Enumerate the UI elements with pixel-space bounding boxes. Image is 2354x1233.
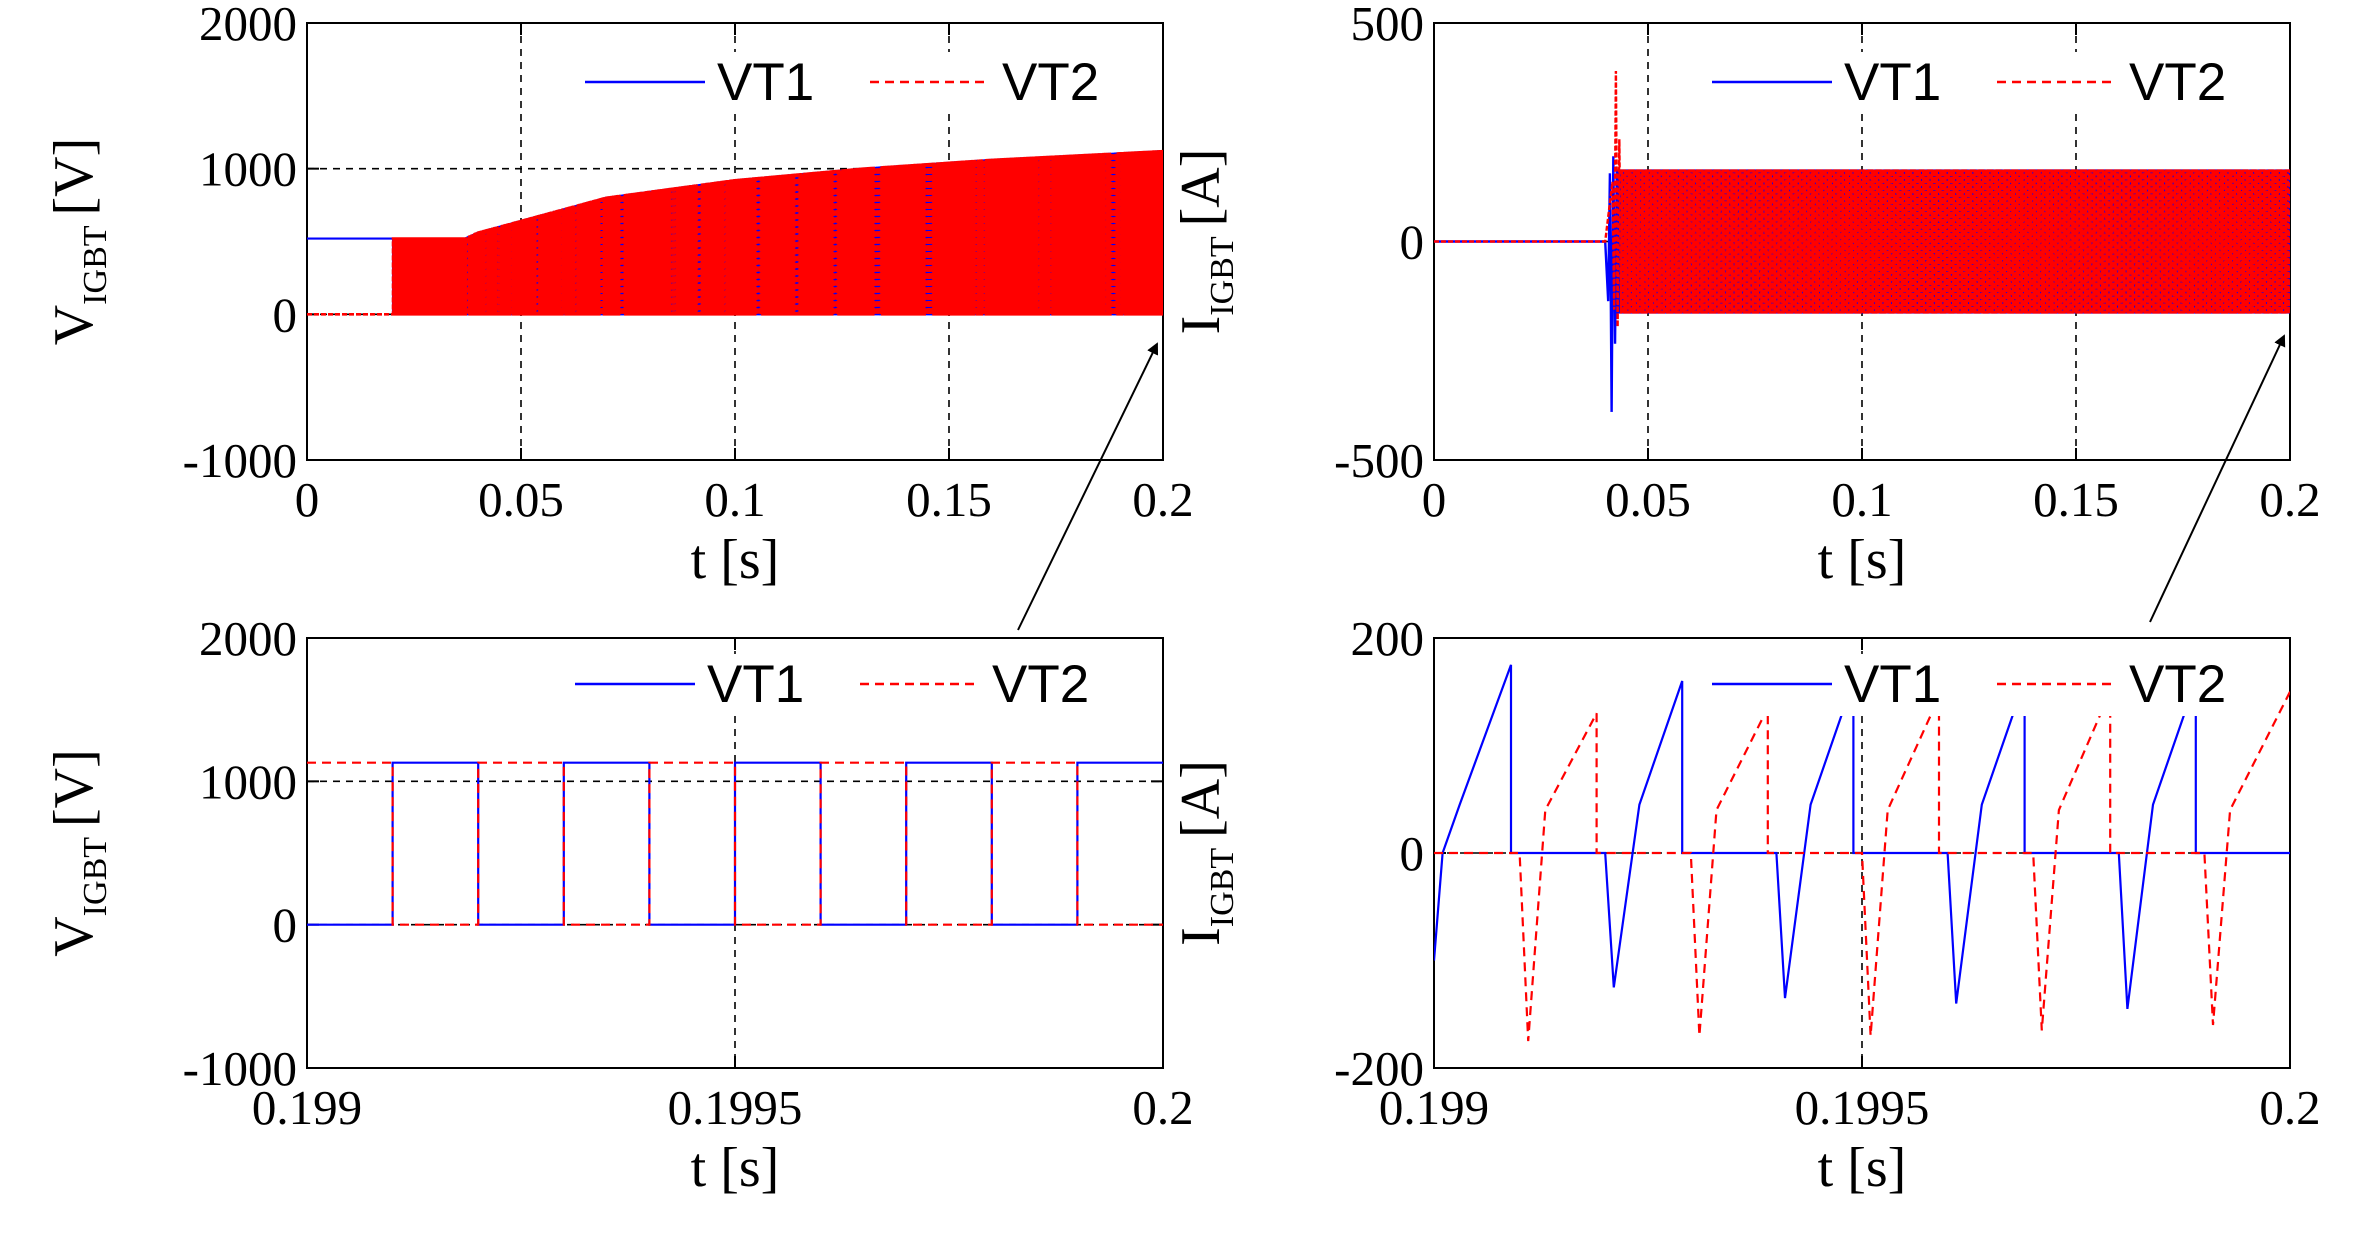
legend: VT1 VT2 <box>577 52 1137 114</box>
y-axis-label-subscript: IGBT <box>1204 236 1241 316</box>
legend-label-vt1: VT1 <box>707 655 804 714</box>
y-tick-label: 2000 <box>199 611 297 666</box>
y-tick-label: -200 <box>1334 1041 1424 1096</box>
y-axis-label-symbol: V <box>43 916 105 956</box>
y-tick-label: -500 <box>1334 433 1424 488</box>
series-group <box>307 149 1163 316</box>
y-axis-label: VIGBT [V] <box>43 749 114 957</box>
series-group <box>1434 664 2290 1042</box>
y-axis-label: VIGBT [V] <box>43 138 114 346</box>
legend-label-vt2: VT2 <box>1002 53 1099 112</box>
series-line-vt2 <box>1434 71 2290 327</box>
legend: VT1 VT2 <box>567 654 1127 716</box>
y-tick-label: 2000 <box>199 0 297 51</box>
y-axis-label: IIGBT [A] <box>1170 149 1241 335</box>
x-axis-label: t [s] <box>1818 1137 1907 1199</box>
x-tick-label: 0 <box>1422 472 1447 527</box>
y-tick-label: 200 <box>1351 611 1425 666</box>
y-axis-label-symbol: V <box>43 305 105 345</box>
zoom-arrow-current <box>2149 334 2286 623</box>
x-axis-label: t [s] <box>691 1137 780 1199</box>
zoom-arrow-voltage <box>1017 342 1159 631</box>
y-axis-label-unit: [A] <box>1170 760 1232 838</box>
y-tick-label: -1000 <box>183 1041 297 1096</box>
legend: VT1 VT2 <box>1704 52 2264 114</box>
y-axis-label-unit: [A] <box>1170 149 1232 227</box>
legend-label-vt2: VT2 <box>2129 655 2226 714</box>
x-axis-label: t [s] <box>1818 529 1907 591</box>
legend-label-vt1: VT1 <box>1844 53 1941 112</box>
zoom-annotations <box>1017 334 2286 631</box>
y-axis-label: IIGBT [A] <box>1170 760 1241 946</box>
y-tick-label: 0 <box>273 287 298 342</box>
x-tick-label: 0.15 <box>2033 472 2119 527</box>
panel-v-zoom: 0.199 0.1995 0.2 -1000 0 1000 2000 t [s] VIGBT [V… <box>43 611 1194 1199</box>
y-tick-label: 0 <box>273 898 298 953</box>
y-tick-label: 0 <box>1400 826 1425 881</box>
y-tick-label: 1000 <box>199 754 297 809</box>
legend: VT1 VT2 <box>1704 654 2264 716</box>
legend-label-vt1: VT1 <box>1844 655 1941 714</box>
legend-label-vt2: VT2 <box>2129 53 2226 112</box>
x-tick-label: 0.1 <box>704 472 765 527</box>
x-tick-label: 0 <box>295 472 320 527</box>
x-tick-label: 0.2 <box>1132 1080 1193 1135</box>
x-tick-label: 0.199 <box>252 1080 362 1135</box>
series-line-vt1 <box>1434 664 2290 1010</box>
y-tick-label: 1000 <box>199 142 297 197</box>
x-tick-label: 0.2 <box>1132 472 1193 527</box>
series-group <box>307 761 1163 926</box>
y-axis-label-unit: [V] <box>43 749 105 827</box>
x-axis-label: t [s] <box>691 529 780 591</box>
y-axis-label-subscript: IGBT <box>77 837 114 917</box>
y-axis-label-subscript: IGBT <box>1204 848 1241 928</box>
x-tick-label: 0.2 <box>2259 472 2320 527</box>
x-tick-label: 0.1995 <box>668 1080 803 1135</box>
y-tick-label: 0 <box>1400 215 1425 270</box>
y-tick-label: 500 <box>1351 0 1425 51</box>
series-line-vt2 <box>307 761 1163 926</box>
series-line-vt2 <box>307 149 1163 316</box>
legend-label-vt1: VT1 <box>717 53 814 112</box>
y-tick-label: -1000 <box>183 433 297 488</box>
y-axis-label-symbol: I <box>1170 927 1232 946</box>
x-tick-label: 0.15 <box>906 472 992 527</box>
x-tick-label: 0.199 <box>1379 1080 1489 1135</box>
x-tick-label: 0.05 <box>1605 472 1691 527</box>
y-axis-label-symbol: I <box>1170 316 1232 335</box>
y-axis-label-subscript: IGBT <box>77 225 114 305</box>
x-tick-label: 0.05 <box>478 472 564 527</box>
x-tick-label: 0.1995 <box>1795 1080 1930 1135</box>
series-group <box>1434 71 2290 412</box>
x-tick-label: 0.1 <box>1831 472 1892 527</box>
x-tick-label: 0.2 <box>2259 1080 2320 1135</box>
y-axis-label-unit: [V] <box>43 138 105 216</box>
legend-label-vt2: VT2 <box>992 655 1089 714</box>
